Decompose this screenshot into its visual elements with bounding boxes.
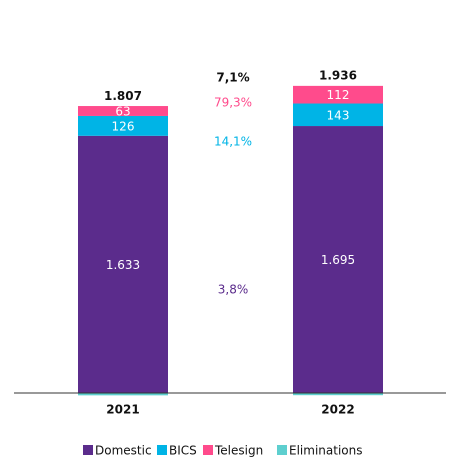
legend-label: Telesign bbox=[214, 444, 263, 458]
growth-annotation: 14,1% bbox=[214, 135, 252, 149]
bar-segment bbox=[78, 106, 168, 116]
bar-segment bbox=[78, 135, 168, 394]
data-label: 143 bbox=[327, 108, 350, 122]
growth-annotation: 7,1% bbox=[216, 71, 249, 85]
data-label: 63 bbox=[115, 104, 130, 118]
x-tick-label: 2021 bbox=[106, 403, 139, 417]
legend-label: BICS bbox=[169, 444, 197, 458]
data-label: 1.633 bbox=[106, 258, 140, 272]
data-label: 126 bbox=[112, 119, 135, 133]
bar-segment bbox=[78, 393, 168, 396]
bar-segment bbox=[78, 115, 168, 136]
bar-segment bbox=[293, 393, 383, 396]
bar-segment bbox=[293, 85, 383, 104]
legend-swatch bbox=[203, 445, 213, 455]
data-label: 112 bbox=[327, 88, 350, 102]
total-label: 1.807 bbox=[104, 89, 142, 103]
bar-segment bbox=[293, 126, 383, 393]
data-label: 1.695 bbox=[321, 253, 355, 267]
bar-segment bbox=[293, 103, 383, 127]
legend-swatch bbox=[83, 445, 93, 455]
growth-annotation: 79,3% bbox=[214, 96, 252, 110]
legend-label: Eliminations bbox=[289, 444, 362, 458]
legend-swatch bbox=[157, 445, 167, 455]
growth-annotation: 3,8% bbox=[218, 283, 249, 297]
legend-label: Domestic bbox=[95, 444, 152, 458]
legend-swatch bbox=[277, 445, 287, 455]
x-tick-label: 2022 bbox=[321, 403, 354, 417]
total-label: 1.936 bbox=[319, 69, 357, 83]
